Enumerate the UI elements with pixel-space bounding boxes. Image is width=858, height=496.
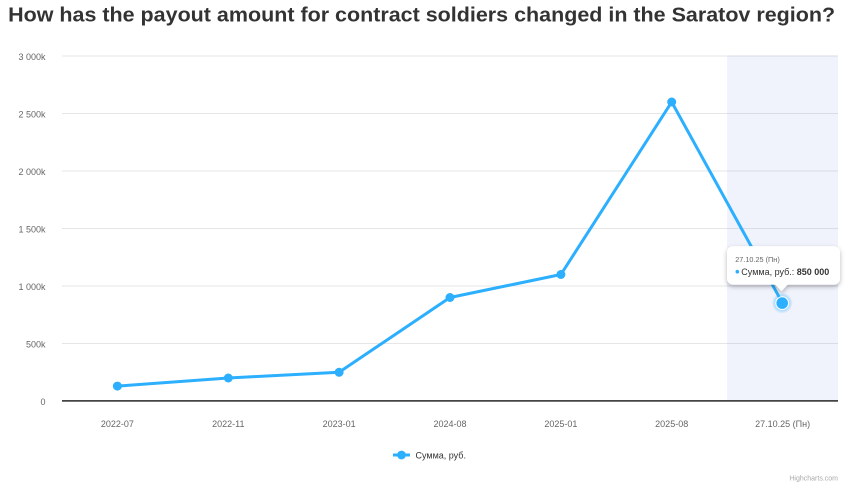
- svg-text:3 000k: 3 000k: [18, 52, 46, 62]
- svg-text:1 000k: 1 000k: [18, 282, 46, 292]
- svg-text:1 500k: 1 500k: [18, 225, 46, 235]
- svg-text:500k: 500k: [26, 340, 46, 350]
- svg-text:2025-01: 2025-01: [544, 419, 577, 429]
- svg-text:2024-08: 2024-08: [433, 419, 466, 429]
- svg-text:27.10.25 (Пн): 27.10.25 (Пн): [755, 419, 810, 429]
- svg-text:2 500k: 2 500k: [18, 110, 46, 120]
- svg-text:How has the payout amount for: How has the payout amount for contract s…: [8, 5, 835, 27]
- svg-text:2022-07: 2022-07: [101, 419, 134, 429]
- svg-text:2 000k: 2 000k: [18, 167, 46, 177]
- svg-text:2022-11: 2022-11: [212, 419, 244, 429]
- svg-text:27.10.25 (Пн): 27.10.25 (Пн): [735, 255, 780, 264]
- svg-text:Сумма, руб.: 850 000: Сумма, руб.: 850 000: [741, 267, 829, 277]
- svg-text:0: 0: [40, 397, 45, 407]
- svg-text:Highcharts.com: Highcharts.com: [789, 476, 838, 483]
- svg-text:2023-01: 2023-01: [323, 419, 356, 429]
- svg-text:2025-08: 2025-08: [655, 419, 688, 429]
- svg-text:Сумма, руб.: Сумма, руб.: [416, 451, 466, 461]
